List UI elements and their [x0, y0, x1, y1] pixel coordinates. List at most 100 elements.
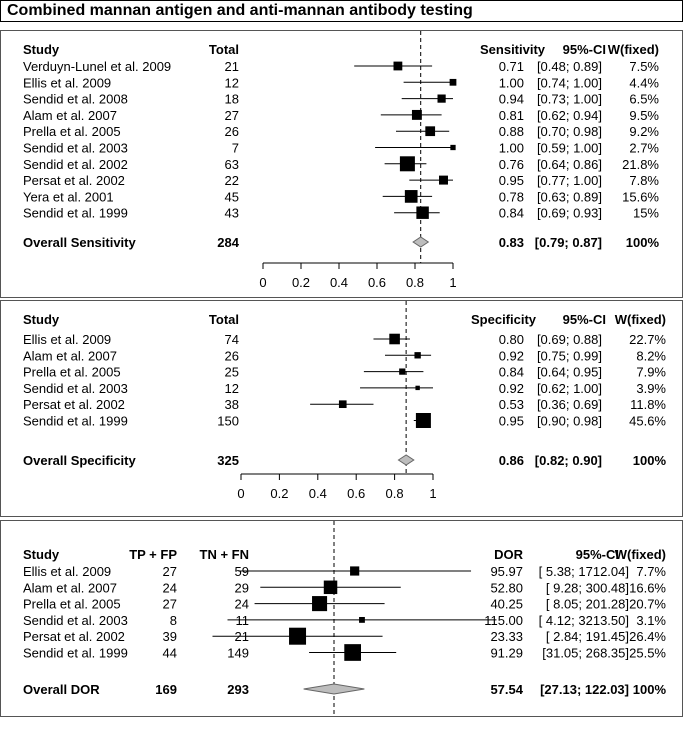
header-ci: 95%-CI — [563, 42, 606, 57]
study-point-square — [411, 109, 422, 120]
overall-estimate: 0.83 — [499, 235, 524, 250]
x-axis-tick-label: 1 — [429, 486, 436, 501]
study-estimate: 0.53 — [499, 397, 524, 412]
study-weight: 7.8% — [629, 173, 659, 188]
study-weight: 45.6% — [629, 414, 666, 429]
header-ci: 95%-CI — [576, 547, 619, 562]
study-point-square — [450, 144, 456, 151]
study-estimate: 52.80 — [490, 580, 523, 595]
chart-title: Combined mannan antigen and anti-mannan … — [7, 2, 473, 19]
study-estimate: 0.92 — [499, 348, 524, 363]
study-name: Persat et al. 2002 — [23, 173, 125, 188]
study-weight: 15.6% — [622, 189, 659, 204]
study-total: 12 — [225, 75, 239, 90]
study-point-square — [416, 206, 429, 219]
study-tn-fn: 29 — [235, 580, 249, 595]
header-estimate: Sensitivity — [480, 42, 546, 57]
study-ci: [ 9.28; 300.48] — [546, 580, 629, 595]
study-point-square — [415, 385, 420, 391]
panel-sensitivity: Study Total Sensitivity 95%-CI W(fixed) Verdu… — [0, 30, 683, 298]
x-axis-tick-label: 0.6 — [368, 275, 386, 290]
study-point-square — [437, 94, 446, 103]
study-name: Persat et al. 2002 — [23, 397, 125, 412]
study-point-square — [399, 156, 415, 172]
study-name: Sendid et al. 2003 — [23, 613, 128, 628]
study-weight: 20.7% — [629, 597, 666, 612]
study-total: 26 — [225, 124, 239, 139]
study-point-square — [338, 400, 347, 409]
study-name: Ellis et al. 2009 — [23, 564, 111, 579]
overall-ci: [27.13; 122.03] — [540, 682, 629, 697]
overall-ci: [0.82; 0.90] — [535, 453, 602, 468]
x-axis-tick-label: 0.8 — [406, 275, 424, 290]
title-box: Combined mannan antigen and anti-mannan … — [0, 0, 683, 22]
study-ci: [ 2.84; 191.45] — [546, 629, 629, 644]
study-total: 25 — [225, 365, 239, 380]
study-estimate: 0.88 — [499, 124, 524, 139]
study-weight: 4.4% — [629, 75, 659, 90]
study-name: Sendid et al. 2008 — [23, 92, 128, 107]
study-tp-fp: 44 — [163, 646, 177, 661]
overall-ci: [0.79; 0.87] — [535, 235, 602, 250]
study-estimate: 23.33 — [490, 629, 523, 644]
study-weight: 7.5% — [629, 59, 659, 74]
study-estimate: 40.25 — [490, 597, 523, 612]
x-axis-tick-label: 1 — [449, 275, 456, 290]
study-point-square — [439, 175, 448, 185]
study-total: 27 — [225, 108, 239, 123]
study-ci: [0.73; 1.00] — [537, 92, 602, 107]
study-point-square — [404, 190, 418, 203]
study-estimate: 0.84 — [499, 365, 524, 380]
study-point-square — [393, 61, 403, 71]
header-study: Study — [23, 42, 60, 57]
study-ci: [0.62; 0.94] — [537, 108, 602, 123]
x-axis-tick-label: 0.4 — [330, 275, 348, 290]
header-weight: W(fixed) — [615, 547, 666, 562]
x-axis-tick-label: 0 — [259, 275, 266, 290]
study-total: 43 — [225, 206, 239, 221]
study-ci: [0.62; 1.00] — [537, 381, 602, 396]
study-tn-fn: 149 — [227, 646, 249, 661]
study-name: Sendid et al. 2002 — [23, 157, 128, 172]
study-point-square — [359, 616, 365, 623]
study-point-square — [449, 78, 457, 86]
study-ci: [0.70; 0.98] — [537, 124, 602, 139]
study-total: 38 — [225, 397, 239, 412]
overall-diamond — [412, 236, 430, 248]
study-weight: 3.9% — [636, 381, 666, 396]
overall-tp-fp: 169 — [155, 682, 177, 697]
study-estimate: 0.80 — [499, 332, 524, 347]
overall-diamond — [397, 454, 415, 466]
study-estimate: 0.95 — [499, 414, 524, 429]
header-weight: W(fixed) — [615, 312, 666, 327]
study-name: Prella et al. 2005 — [23, 365, 121, 380]
study-ci: [0.48; 0.89] — [537, 59, 602, 74]
header-study: Study — [23, 547, 60, 562]
overall-total: 284 — [217, 235, 239, 250]
study-ci: [0.64; 0.95] — [537, 365, 602, 380]
overall-label: Overall Specificity — [23, 453, 136, 468]
overall-label: Overall DOR — [23, 682, 100, 697]
forest-plot-sensitivity: Study Total Sensitivity 95%-CI W(fixed) Verdu… — [23, 31, 659, 290]
header-tn-fn: TN + FN — [200, 547, 249, 562]
study-point-square — [399, 368, 406, 375]
study-estimate: 0.92 — [499, 381, 524, 396]
study-weight: 6.5% — [629, 92, 659, 107]
study-ci: [31.05; 268.35] — [542, 646, 629, 661]
study-estimate: 0.81 — [499, 108, 524, 123]
study-name: Sendid et al. 1999 — [23, 646, 128, 661]
study-name: Yera et al. 2001 — [23, 189, 114, 204]
study-estimate: 1.00 — [499, 75, 524, 90]
study-ci: [0.36; 0.69] — [537, 397, 602, 412]
study-weight: 15% — [633, 206, 659, 221]
study-tp-fp: 27 — [163, 597, 177, 612]
study-weight: 8.2% — [636, 348, 666, 363]
study-name: Sendid et al. 2003 — [23, 141, 128, 156]
study-tp-fp: 27 — [163, 564, 177, 579]
study-weight: 11.8% — [630, 397, 666, 412]
study-point-square — [415, 413, 431, 428]
overall-estimate: 0.86 — [499, 453, 524, 468]
study-estimate: 0.94 — [499, 92, 524, 107]
study-tn-fn: 21 — [235, 629, 249, 644]
study-estimate: 0.84 — [499, 206, 524, 221]
